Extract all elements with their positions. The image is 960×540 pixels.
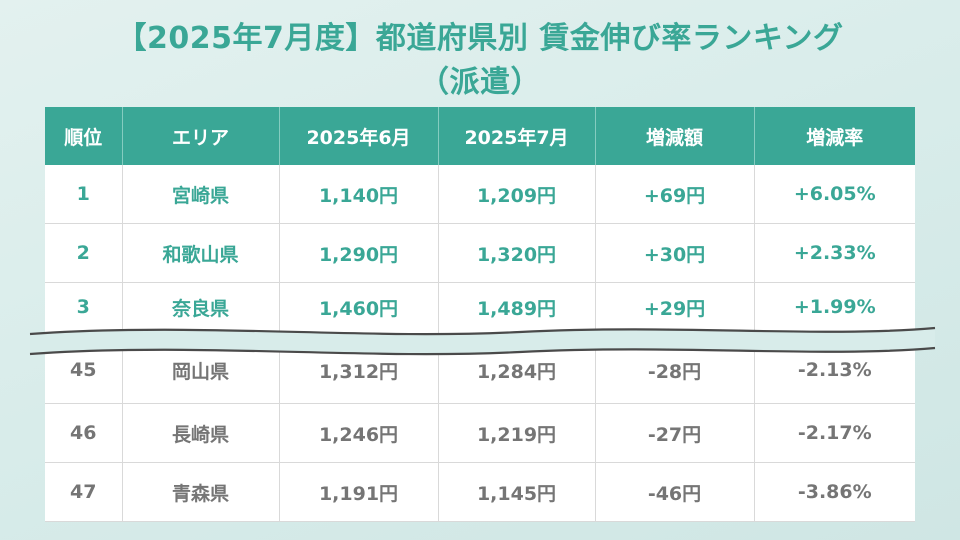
table-row: 3 奈良県 1,460円 1,489円 +29円 +1.99% — [45, 282, 915, 331]
july-wage-cell: 1,145円 — [438, 462, 596, 522]
rate-cell: -2.17% — [754, 403, 915, 463]
table-row: 46 長崎県 1,246円 1,219円 -27円 -2.17% — [45, 403, 915, 463]
area-cell: 長崎県 — [122, 403, 280, 463]
rank-cell: 2 — [45, 223, 123, 283]
area-cell: 奈良県 — [122, 282, 280, 331]
page-subtitle: （派遣） — [419, 65, 541, 100]
table-row: 1 宮崎県 1,140円 1,209円 +69円 +6.05% — [45, 165, 915, 224]
june-wage-cell: 1,140円 — [279, 165, 439, 224]
diff-cell: +30円 — [595, 223, 755, 283]
june-wage-cell: 1,290円 — [279, 223, 439, 283]
rate-cell: +1.99% — [793, 296, 876, 318]
page-title: 【2025年7月度】都道府県別 賃金伸び率ランキング — [116, 21, 844, 56]
break-band — [30, 328, 935, 355]
rank-cell: 3 — [45, 282, 123, 331]
area-cell: 宮崎県 — [122, 165, 280, 224]
june-wage-cell: 1,460円 — [279, 282, 439, 331]
diff-cell: -46円 — [595, 462, 755, 522]
july-wage-cell: 1,209円 — [438, 165, 596, 224]
diff-cell: +29円 — [595, 282, 755, 331]
column-header-rate: 増減率 — [754, 107, 915, 165]
june-wage-cell: 1,191円 — [279, 462, 439, 522]
column-header-area: エリア — [122, 107, 280, 165]
rank-cell: 1 — [45, 165, 123, 224]
column-header-diff: 増減額 — [595, 107, 755, 165]
area-cell: 和歌山県 — [122, 223, 280, 283]
column-header-rank: 順位 — [45, 107, 123, 165]
rank-cell: 46 — [45, 403, 123, 463]
july-wage-cell: 1,489円 — [438, 282, 596, 331]
table-row: 47 青森県 1,191円 1,145円 -46円 -3.86% — [45, 462, 915, 522]
rank-cell: 47 — [45, 462, 123, 522]
break-line-lower — [29, 346, 936, 356]
table-row: 45 岡山県 1,312円 1,284円 -28円 -2.13% — [45, 331, 915, 404]
table-row: 2 和歌山県 1,290円 1,320円 +30円 +2.33% — [45, 223, 915, 283]
column-header-june: 2025年6月 — [279, 107, 439, 165]
july-wage-cell: 1,320円 — [438, 223, 596, 283]
rate-cell: -3.86% — [754, 462, 915, 522]
july-wage-cell: 1,219円 — [438, 403, 596, 463]
header-row: 順位 エリア 2025年6月 2025年7月 増減額 増減率 — [45, 107, 915, 165]
table-break-marker — [29, 326, 936, 356]
area-cell: 青森県 — [122, 462, 280, 522]
rate-cell: +2.33% — [754, 223, 915, 283]
rate-cell: +6.05% — [754, 165, 915, 224]
diff-cell: -27円 — [595, 403, 755, 463]
diff-cell: +69円 — [595, 165, 755, 224]
ranking-table: 順位 エリア 2025年6月 2025年7月 増減額 増減率 1 宮崎県 1,1… — [45, 107, 915, 522]
column-header-july: 2025年7月 — [438, 107, 596, 165]
break-line-upper — [29, 326, 936, 336]
june-wage-cell: 1,246円 — [279, 403, 439, 463]
